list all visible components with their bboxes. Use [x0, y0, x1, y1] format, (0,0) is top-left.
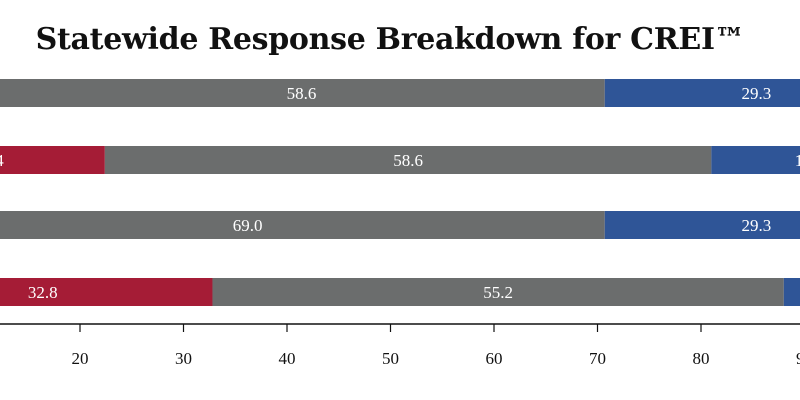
data-label-r3-s3: 29.3: [741, 216, 771, 235]
bar-segment-r1-s2: [0, 79, 605, 107]
bar-row-1: 58.6 29.3: [0, 79, 800, 107]
data-label-r1-s2: 58.6: [287, 84, 317, 103]
bar-segment-r4-s2: [212, 278, 784, 306]
data-label-r2-s1: 22.4: [0, 151, 4, 170]
data-label-r3-s2: 69.0: [233, 216, 263, 235]
x-tick-label-60: 60: [486, 349, 503, 368]
data-label-r2-s3: 19.0: [795, 151, 800, 170]
data-label-r4-s1: 32.8: [28, 283, 58, 302]
x-tick-label-80: 80: [693, 349, 710, 368]
bar-segment-r3-s2: [0, 211, 605, 239]
bar-segment-r2-s3: [711, 146, 800, 174]
x-tick-label-20: 20: [72, 349, 89, 368]
bar-segment-r4-s1: [0, 278, 213, 306]
x-tick-label-30: 30: [175, 349, 192, 368]
bar-segment-r2-s2: [104, 146, 712, 174]
bar-row-3: 69.0 29.3: [0, 211, 800, 239]
data-label-r1-s3: 29.3: [741, 84, 771, 103]
bar-segment-r1-s3: [604, 79, 800, 107]
bar-row-2: 22.4 58.6 19.0: [0, 146, 800, 174]
bar-row-4: 32.8 55.2: [0, 278, 800, 306]
x-tick-label-90: 90: [796, 349, 800, 368]
bar-segment-r2-s1: [0, 146, 105, 174]
bar-segment-r4-s3: [783, 278, 800, 306]
x-tick-label-40: 40: [279, 349, 296, 368]
data-label-r2-s2: 58.6: [393, 151, 423, 170]
x-tick-label-50: 50: [382, 349, 399, 368]
chart-title: Statewide Response Breakdown for CREI™: [35, 22, 745, 57]
x-tick-label-70: 70: [589, 349, 606, 368]
data-label-r4-s2: 55.2: [483, 283, 513, 302]
bar-segment-r3-s3: [604, 211, 800, 239]
